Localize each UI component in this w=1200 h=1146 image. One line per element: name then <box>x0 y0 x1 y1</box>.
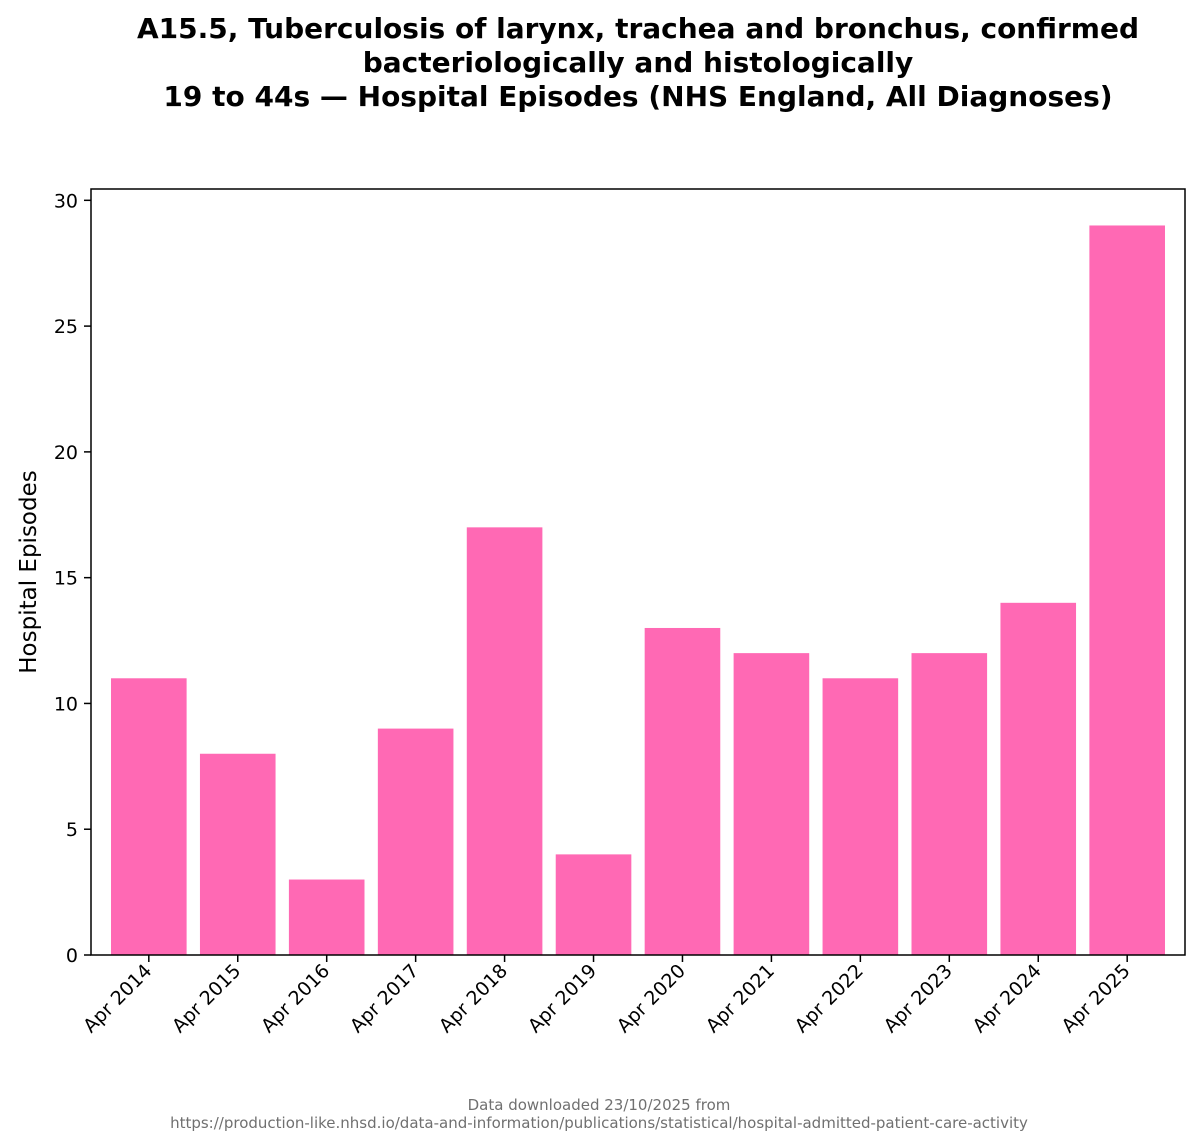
x-tick-label: Apr 2025 <box>1057 960 1134 1037</box>
x-tick-label: Apr 2019 <box>524 960 601 1037</box>
x-tick-label: Apr 2022 <box>791 960 868 1037</box>
bar-apr-2019 <box>555 854 632 955</box>
y-tick-label: 15 <box>54 568 78 590</box>
bar-apr-2024 <box>1000 602 1077 955</box>
x-tick-label: Apr 2015 <box>168 960 245 1037</box>
x-tick-label: Apr 2014 <box>79 960 156 1037</box>
bar-apr-2023 <box>911 653 988 955</box>
title-line-3: 19 to 44s — Hospital Episodes (NHS Engla… <box>163 80 1112 113</box>
x-tick-label: Apr 2020 <box>613 960 690 1037</box>
title-line-1: A15.5, Tuberculosis of larynx, trachea a… <box>137 12 1139 45</box>
x-tick-label: Apr 2023 <box>880 960 957 1037</box>
x-tick-label: Apr 2021 <box>702 960 779 1037</box>
bar-apr-2015 <box>199 753 276 955</box>
y-axis: 0 5 10 15 20 25 30 <box>54 190 91 967</box>
y-tick-label: 30 <box>54 190 78 212</box>
footer-source-line-2: https://production-like.nhsd.io/data-and… <box>170 1114 1028 1132</box>
y-axis-label: Hospital Episodes <box>16 470 42 673</box>
y-tick-label: 0 <box>66 945 78 967</box>
bar-apr-2014 <box>111 678 187 955</box>
bar-apr-2016 <box>288 879 365 955</box>
x-tick-label: Apr 2024 <box>969 960 1046 1037</box>
y-tick-label: 20 <box>54 442 78 464</box>
y-tick-label: 5 <box>66 819 78 841</box>
bars-group <box>111 225 1165 955</box>
bar-apr-2025 <box>1089 225 1165 955</box>
plot-frame <box>90 188 1186 956</box>
bar-apr-2017 <box>377 728 454 955</box>
bar-apr-2018 <box>466 527 543 955</box>
y-tick-label: 10 <box>54 693 78 715</box>
bar-apr-2020 <box>644 627 721 955</box>
bar-apr-2021 <box>733 653 810 955</box>
x-tick-label: Apr 2016 <box>257 960 334 1037</box>
x-tick-label: Apr 2018 <box>435 960 512 1037</box>
x-axis: Apr 2014 Apr 2015 Apr 2016 Apr 2017 Apr 2018… <box>79 955 1135 1037</box>
bar-apr-2022 <box>822 678 899 955</box>
y-tick-label: 25 <box>54 316 78 338</box>
chart-title: A15.5, Tuberculosis of larynx, trachea a… <box>137 12 1139 113</box>
title-line-2: bacteriologically and histologically <box>363 46 914 79</box>
footer-source-line-1: Data downloaded 23/10/2025 from <box>468 1096 731 1114</box>
x-tick-label: Apr 2017 <box>346 960 423 1037</box>
